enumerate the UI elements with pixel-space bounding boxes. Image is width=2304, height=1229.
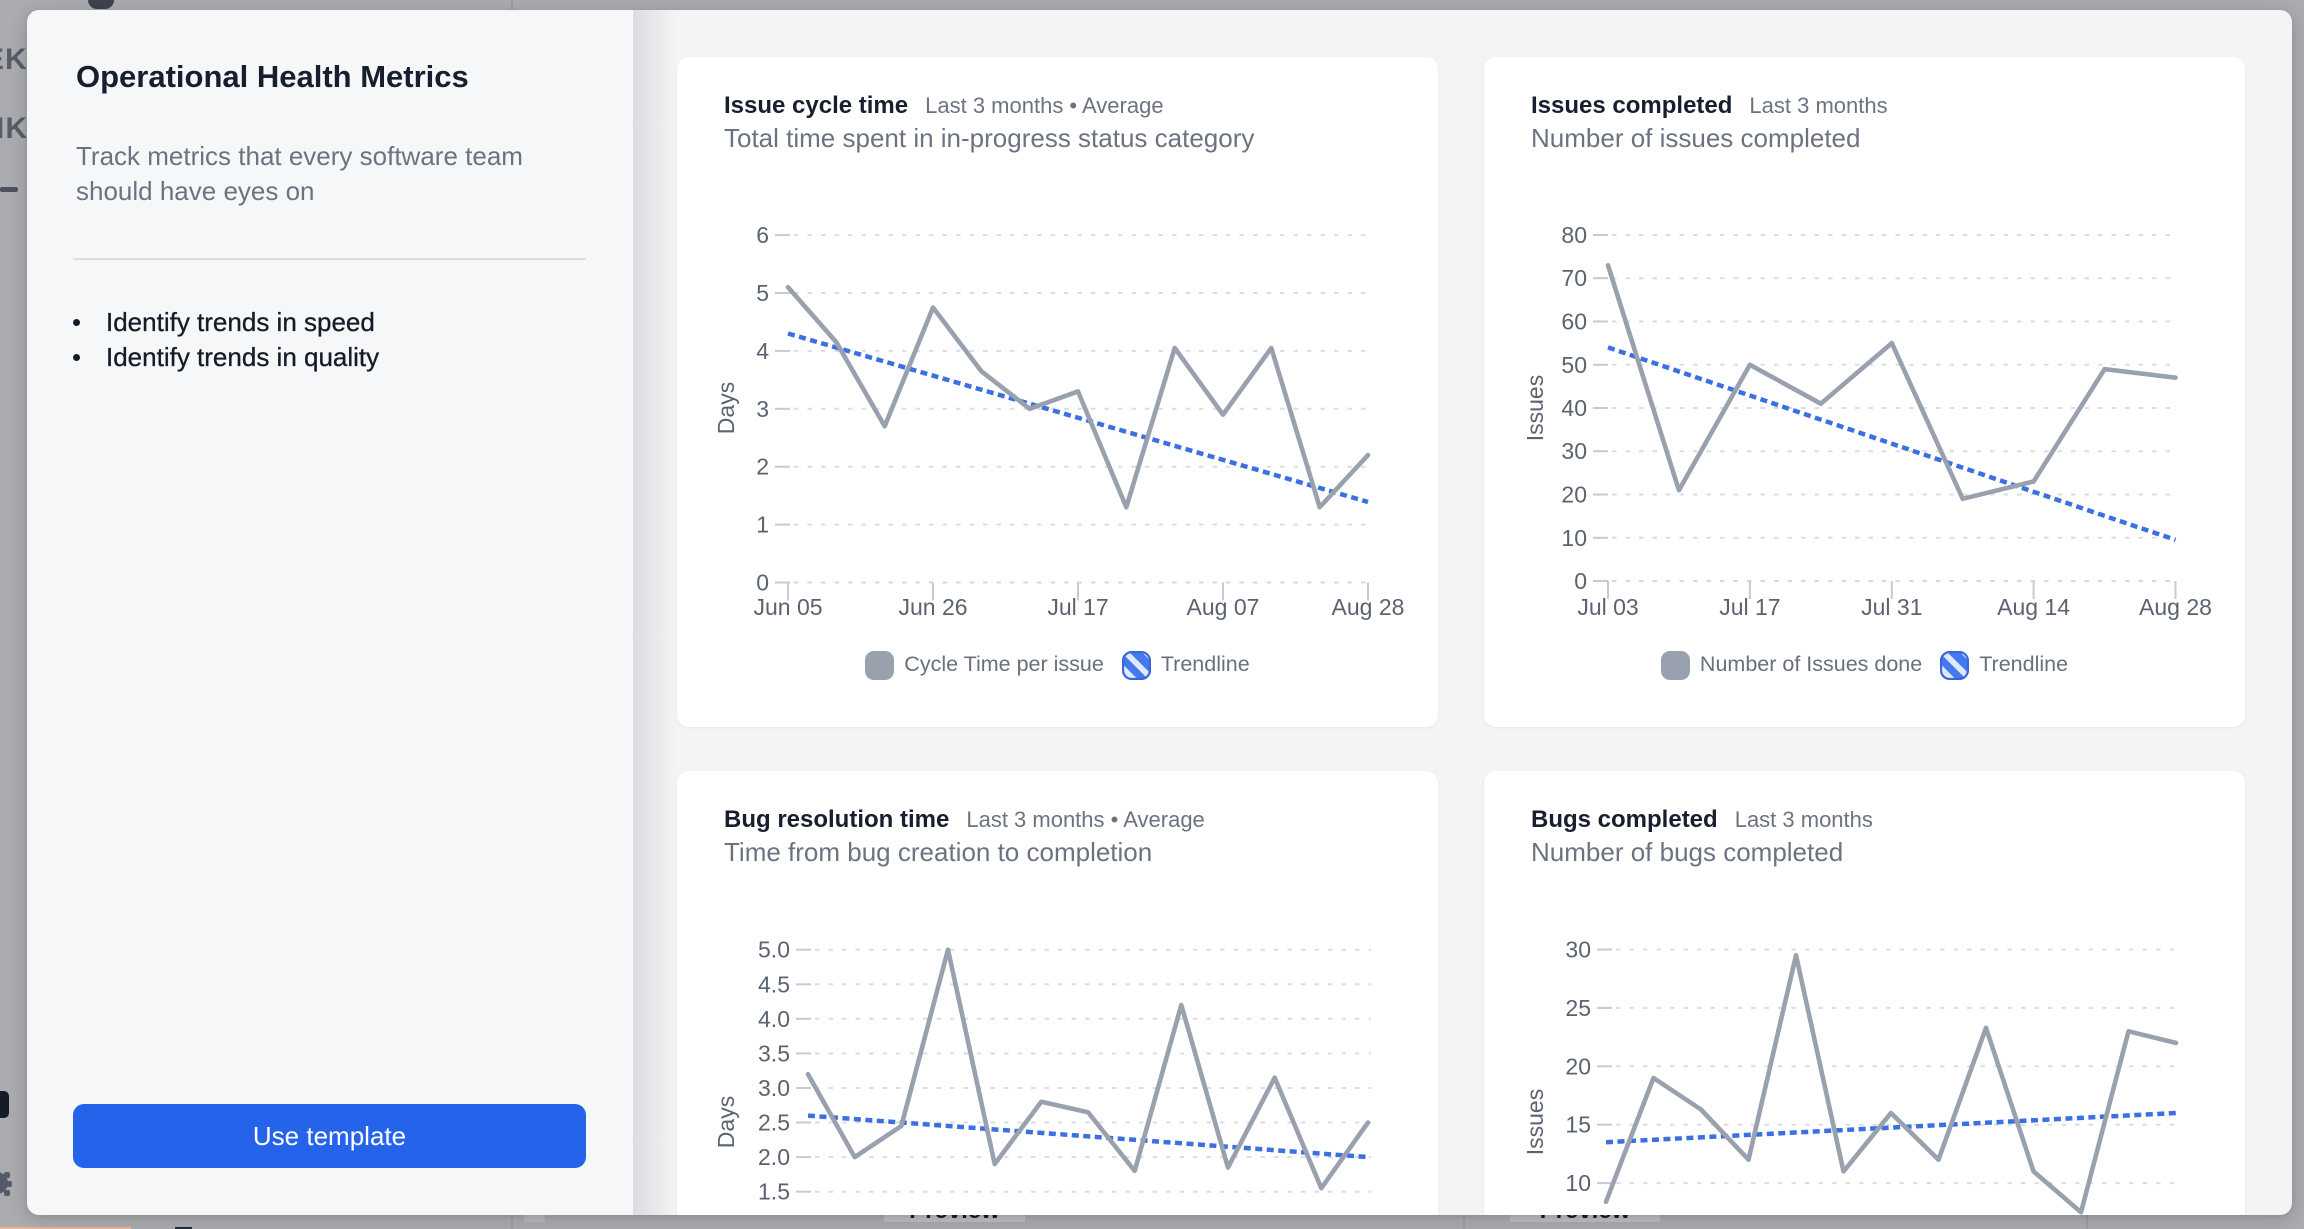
svg-text:Aug 07: Aug 07 bbox=[1187, 594, 1260, 620]
svg-text:0: 0 bbox=[1574, 568, 1587, 594]
svg-text:2.0: 2.0 bbox=[758, 1144, 790, 1170]
svg-text:6: 6 bbox=[756, 222, 769, 248]
svg-text:Aug 28: Aug 28 bbox=[1332, 594, 1405, 620]
svg-text:70: 70 bbox=[1561, 265, 1587, 291]
svg-text:Jul 31: Jul 31 bbox=[1861, 594, 1922, 620]
svg-text:1: 1 bbox=[756, 512, 769, 538]
svg-text:Jul 17: Jul 17 bbox=[1719, 594, 1780, 620]
svg-text:4: 4 bbox=[756, 338, 769, 364]
svg-text:25: 25 bbox=[1565, 995, 1591, 1021]
svg-text:10: 10 bbox=[1565, 1170, 1591, 1196]
svg-text:4.0: 4.0 bbox=[758, 1006, 790, 1032]
svg-text:Days: Days bbox=[713, 1096, 739, 1148]
svg-text:40: 40 bbox=[1561, 395, 1587, 421]
svg-text:2: 2 bbox=[756, 454, 769, 480]
svg-text:Aug 28: Aug 28 bbox=[2139, 594, 2212, 620]
svg-text:20: 20 bbox=[1561, 482, 1587, 508]
svg-text:80: 80 bbox=[1561, 222, 1587, 248]
svg-text:5: 5 bbox=[756, 280, 769, 306]
svg-text:15: 15 bbox=[1565, 1112, 1591, 1138]
svg-text:50: 50 bbox=[1561, 352, 1587, 378]
svg-text:0: 0 bbox=[756, 570, 769, 596]
svg-text:Jun 05: Jun 05 bbox=[753, 594, 822, 620]
svg-text:Jun 26: Jun 26 bbox=[898, 594, 967, 620]
svg-text:Aug 14: Aug 14 bbox=[1997, 594, 2070, 620]
svg-text:5.0: 5.0 bbox=[758, 937, 790, 963]
svg-text:Jul 17: Jul 17 bbox=[1047, 594, 1108, 620]
svg-text:10: 10 bbox=[1561, 525, 1587, 551]
svg-text:Issues: Issues bbox=[1522, 375, 1548, 441]
svg-text:3.0: 3.0 bbox=[758, 1075, 790, 1101]
svg-text:Issues: Issues bbox=[1522, 1089, 1548, 1155]
svg-text:Days: Days bbox=[713, 382, 739, 434]
svg-text:3: 3 bbox=[756, 396, 769, 422]
svg-text:30: 30 bbox=[1565, 937, 1591, 963]
svg-text:30: 30 bbox=[1561, 438, 1587, 464]
svg-text:Jul 03: Jul 03 bbox=[1577, 594, 1638, 620]
svg-text:3.5: 3.5 bbox=[758, 1040, 790, 1066]
svg-text:20: 20 bbox=[1565, 1053, 1591, 1079]
svg-text:60: 60 bbox=[1561, 309, 1587, 335]
svg-text:1.5: 1.5 bbox=[758, 1179, 790, 1205]
svg-text:4.5: 4.5 bbox=[758, 971, 790, 997]
svg-text:2.5: 2.5 bbox=[758, 1110, 790, 1136]
